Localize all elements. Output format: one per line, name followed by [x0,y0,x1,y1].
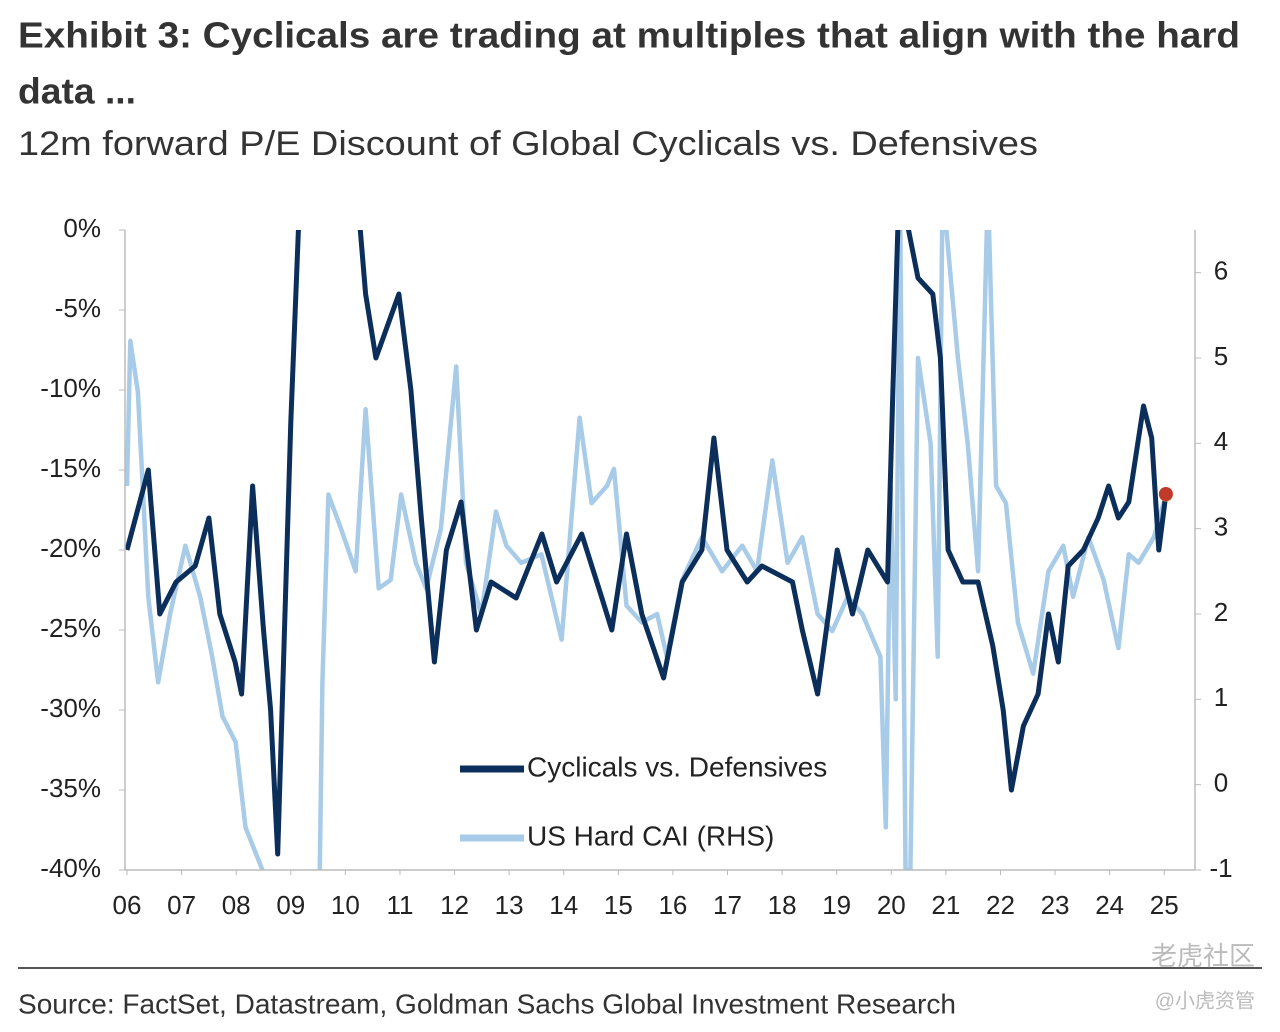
legend-label: US Hard CAI (RHS) [527,820,774,851]
y-tick-label: -30% [40,693,101,723]
x-tick-label: 25 [1150,890,1179,920]
y2-tick-label: 2 [1214,597,1228,627]
series-line [125,230,1169,857]
y-tick-label: -35% [40,773,101,803]
chart-title: data ... [18,71,136,112]
x-tick-label: 23 [1041,890,1070,920]
legend-label: Cyclicals vs. Defensives [527,751,827,782]
x-tick-label: 09 [276,890,305,920]
y2-tick-label: 6 [1214,256,1228,286]
x-tick-label: 07 [167,890,196,920]
watermark: 老虎社区 [1151,941,1255,971]
y-tick-label: -25% [40,613,101,643]
x-tick-label: 22 [986,890,1015,920]
x-tick-label: 17 [713,890,742,920]
x-tick-label: 18 [768,890,797,920]
y-tick-label: 0% [63,213,101,243]
x-tick-label: 10 [331,890,360,920]
plot-area [125,230,1169,870]
chart-subtitle: 12m forward P/E Discount of Global Cycli… [18,125,1038,163]
x-tick-label: 24 [1095,890,1124,920]
y2-tick-label: -1 [1209,853,1232,883]
y2-tick-label: 5 [1214,341,1228,371]
y-tick-label: -15% [40,453,101,483]
end-marker [1158,487,1173,501]
y-tick-label: -5% [55,293,101,323]
y-tick-label: -40% [40,853,101,883]
chart-title: Exhibit 3: Cyclicals are trading at mult… [18,15,1240,56]
source-note: Source: FactSet, Datastream, Goldman Sac… [18,988,956,1019]
x-tick-label: 06 [113,890,142,920]
y2-tick-label: 1 [1214,682,1228,712]
x-tick-label: 14 [549,890,578,920]
watermark: @小虎资管 [1155,989,1255,1012]
x-tick-label: 12 [440,890,469,920]
x-tick-label: 21 [931,890,960,920]
y2-tick-label: 0 [1214,768,1228,798]
y2-tick-label: 4 [1214,426,1228,456]
x-tick-label: 13 [495,890,524,920]
x-tick-label: 20 [877,890,906,920]
y2-tick-label: 3 [1214,512,1228,542]
y-tick-label: -10% [40,373,101,403]
y-tick-label: -20% [40,533,101,563]
x-tick-label: 19 [822,890,851,920]
x-tick-label: 15 [604,890,633,920]
x-tick-label: 08 [222,890,251,920]
x-tick-label: 16 [658,890,687,920]
x-tick-label: 11 [386,890,413,920]
